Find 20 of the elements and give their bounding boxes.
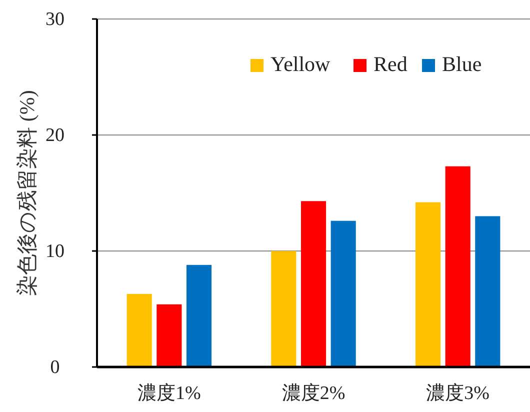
bar (475, 216, 500, 367)
bar (186, 264, 212, 367)
y-tick-label: 30 (46, 9, 64, 30)
legend-label: Red (374, 52, 408, 76)
y-tick-label: 20 (46, 125, 64, 146)
bar (445, 166, 470, 367)
bar (300, 201, 326, 367)
legend-label: Yellow (270, 52, 332, 76)
x-tick-label: 濃度3% (426, 382, 490, 404)
bar (271, 251, 296, 367)
bar (415, 202, 441, 367)
y-tick-label: 10 (46, 241, 64, 262)
bar (126, 294, 152, 367)
bar (156, 304, 182, 367)
x-tick-label: 濃度1% (138, 382, 202, 404)
legend-label: Blue (442, 52, 482, 76)
bar (330, 220, 356, 367)
x-tick-label: 濃度2% (282, 382, 346, 404)
y-tick-label: 0 (50, 357, 60, 378)
y-axis-title: 染色後の残留染料 (%) (15, 90, 39, 296)
